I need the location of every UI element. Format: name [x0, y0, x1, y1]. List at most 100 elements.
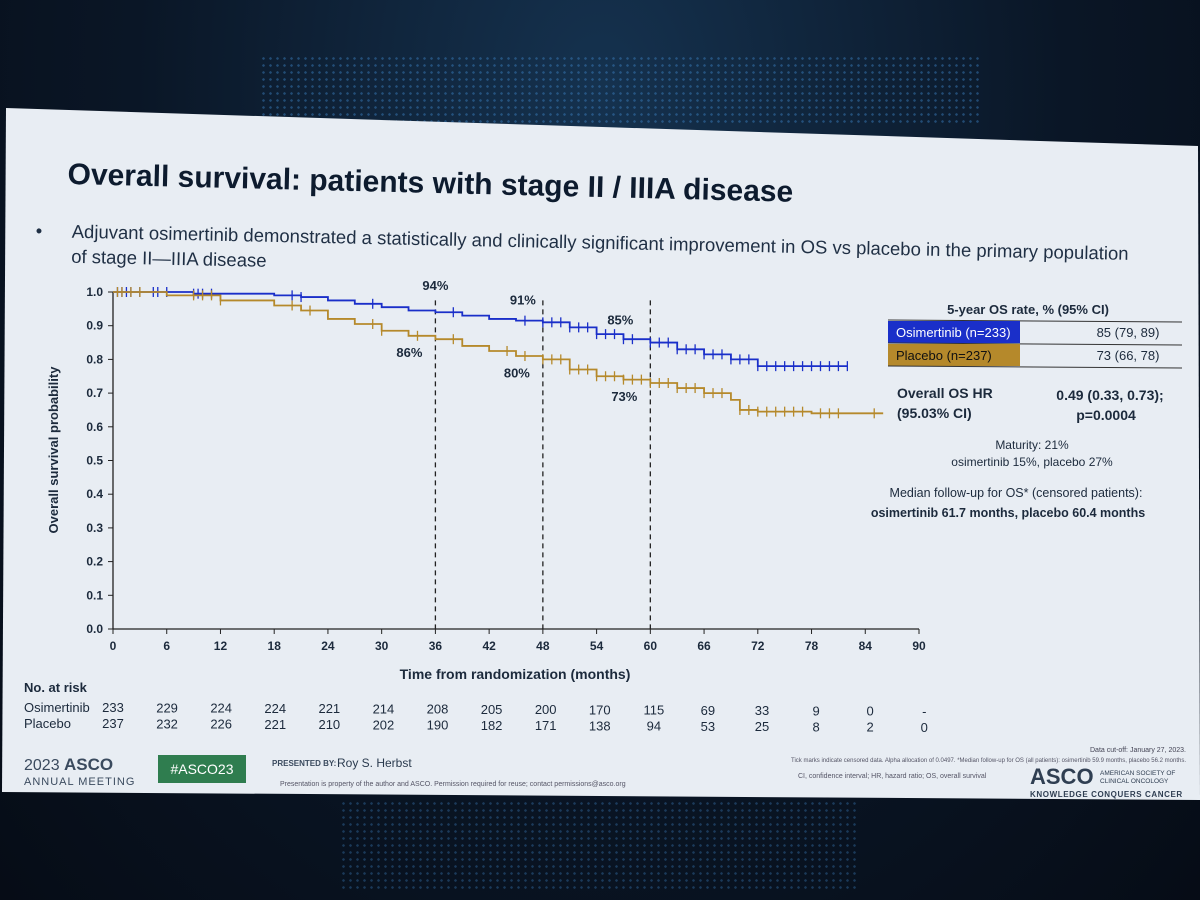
x-tick-label: 0	[110, 639, 117, 653]
survival-curves	[113, 287, 884, 419]
at-risk-value-placebo: 210	[318, 717, 340, 732]
at-risk-value-placebo: 171	[535, 718, 557, 733]
maturity-line-2: osimertinib 15%, placebo 27%	[951, 455, 1113, 469]
maturity-line-1: Maturity: 21%	[995, 438, 1069, 452]
x-tick-label: 30	[375, 639, 389, 653]
at-risk-value-placebo: 2	[867, 720, 874, 735]
hashtag-text: #ASCO23	[170, 761, 233, 777]
legend-label-placebo: Placebo (n=237)	[896, 348, 992, 363]
survival-curve-placebo	[113, 291, 884, 415]
x-tick-label: 60	[644, 639, 658, 653]
at-risk-value-osimertinib: 224	[210, 701, 232, 716]
legend-swatch-placebo	[888, 344, 1020, 366]
asco-tagline: KNOWLEDGE CONQUERS CANCER	[1030, 790, 1183, 799]
followup-line-1: Median follow-up for OS* (censored patie…	[890, 486, 1143, 500]
y-tick-label: 0.5	[86, 454, 103, 468]
at-risk-value-osimertinib: 0	[867, 704, 874, 719]
at-risk-value-osimertinib: 170	[589, 702, 611, 717]
at-risk-value-placebo: 182	[481, 718, 503, 733]
hashtag-badge	[158, 755, 246, 783]
y-tick-label: 0.0	[86, 622, 103, 636]
asco-society-1: AMERICAN SOCIETY OF	[1100, 770, 1175, 777]
property-note: Presentation is property of the author a…	[280, 781, 626, 788]
data-cutoff: Data cut-off: January 27, 2023.	[1090, 747, 1186, 754]
legend-value-osimertinib: 85 (79, 89)	[1097, 325, 1160, 340]
at-risk-value-placebo: 138	[589, 718, 611, 733]
at-risk-label-placebo: Placebo	[24, 716, 71, 731]
at-risk-value-osimertinib: 33	[755, 703, 769, 718]
annotation-osimertinib-48: 91%	[510, 292, 536, 307]
asco-society-2: CLINICAL ONCOLOGY	[1100, 778, 1169, 785]
annotation-placebo-48: 80%	[504, 365, 530, 380]
x-tick-label: 72	[751, 639, 765, 653]
y-tick-label: 0.2	[86, 555, 103, 569]
at-risk-value-placebo: 53	[701, 719, 715, 734]
at-risk-value-osimertinib: 200	[535, 702, 557, 717]
world-map-dots-bottom	[340, 800, 860, 890]
presented-by-label: PRESENTED BY:	[272, 759, 336, 768]
at-risk-value-osimertinib: -	[922, 704, 926, 719]
x-tick-label: 66	[697, 639, 711, 653]
asco-logo: ASCO	[1030, 764, 1094, 789]
y-tick-label: 0.7	[86, 386, 103, 400]
at-risk-value-osimertinib: 214	[373, 701, 395, 716]
chart-axes: 0.0 0.1 0.2 0.3 0.4 0.5 0.6 0.7 0.8 0.9 1.0 0 6 12 18 2…	[86, 285, 926, 653]
at-risk-value-osimertinib: 208	[427, 702, 449, 717]
at-risk-value-osimertinib: 9	[812, 703, 819, 718]
at-risk-label-osimertinib: Osimertinib	[24, 700, 90, 715]
meeting-brand: ASCO	[64, 755, 113, 774]
y-tick-label: 0.8	[86, 352, 103, 366]
hr-label-1: Overall OS HR	[897, 385, 993, 401]
at-risk-value-placebo: 25	[755, 719, 769, 734]
x-tick-label: 54	[590, 639, 604, 653]
at-risk-value-placebo: 94	[647, 719, 661, 734]
maturity-block: Maturity: 21% osimertinib 15%, placebo 2…	[951, 438, 1113, 469]
at-risk-value-osimertinib: 115	[643, 703, 664, 718]
at-risk-value-osimertinib: 229	[156, 700, 178, 715]
y-tick-label: 0.1	[86, 588, 103, 602]
at-risk-value-osimertinib: 224	[264, 701, 286, 716]
at-risk-value-placebo: 202	[373, 717, 395, 732]
y-tick-label: 0.3	[86, 521, 103, 535]
x-tick-label: 18	[268, 639, 282, 653]
legend-title: 5-year OS rate, % (95% CI)	[947, 302, 1109, 317]
at-risk-value-osimertinib: 233	[102, 700, 124, 715]
presenter-name: Roy S. Herbst	[337, 756, 412, 770]
x-tick-label: 90	[912, 639, 926, 653]
at-risk-value-placebo: 190	[427, 718, 449, 733]
x-tick-label: 24	[321, 639, 335, 653]
at-risk-value-placebo: 232	[156, 716, 178, 731]
x-tick-label: 78	[805, 639, 819, 653]
x-tick-label: 48	[536, 639, 550, 653]
x-tick-label: 42	[482, 639, 496, 653]
x-tick-label: 6	[163, 639, 170, 653]
percent-annotations: 94% 86% 91% 80% 85% 73%	[396, 278, 637, 404]
hr-value-1: 0.49 (0.33, 0.73);	[1056, 387, 1163, 403]
annotation-placebo-36: 86%	[396, 345, 422, 360]
hr-value-2: p=0.0004	[1076, 407, 1136, 423]
y-tick-label: 1.0	[86, 285, 103, 299]
annotation-placebo-60: 73%	[611, 389, 637, 404]
at-risk-value-placebo: 237	[102, 716, 124, 731]
at-risk-value-osimertinib: 221	[318, 701, 340, 716]
abbreviations: CI, confidence interval; HR, hazard rati…	[798, 773, 987, 780]
legend-row-osimertinib: Osimertinib (n=233) 85 (79, 89)	[888, 321, 1159, 343]
hr-label-2: (95.03% CI)	[897, 405, 972, 421]
x-tick-label: 84	[859, 639, 873, 653]
reference-lines	[434, 300, 651, 629]
x-tick-label: 36	[429, 639, 443, 653]
hazard-ratio-block: Overall OS HR (95.03% CI) 0.49 (0.33, 0.…	[897, 385, 1164, 423]
at-risk-value-placebo: 221	[264, 717, 286, 732]
y-tick-label: 0.6	[86, 420, 103, 434]
at-risk-value-placebo: 226	[210, 717, 232, 732]
annotation-osimertinib-60: 85%	[607, 313, 633, 328]
legend-table: 5-year OS rate, % (95% CI) Osimertinib (…	[887, 302, 1183, 369]
followup-block: Median follow-up for OS* (censored patie…	[871, 486, 1145, 520]
tick-note: Tick marks indicate censored data. Alpha…	[791, 758, 1186, 764]
legend-swatch-osimertinib	[888, 321, 1020, 343]
at-risk-value-osimertinib: 205	[481, 702, 503, 717]
